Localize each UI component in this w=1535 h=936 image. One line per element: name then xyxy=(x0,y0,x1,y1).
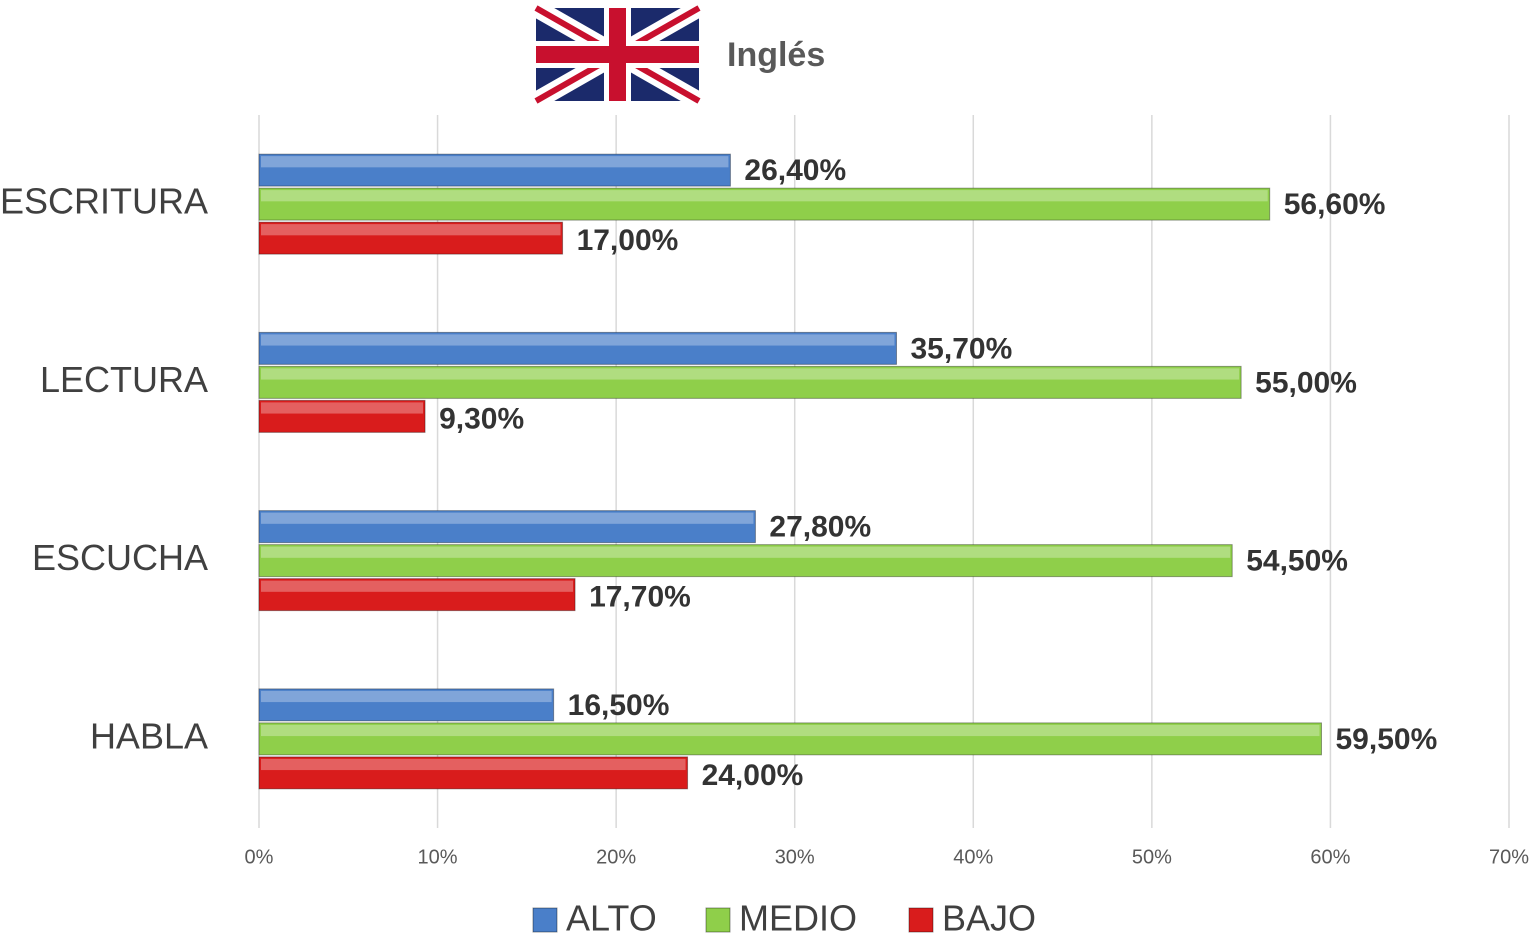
x-tick-label: 30% xyxy=(775,846,815,868)
data-label: 55,00% xyxy=(1255,366,1357,399)
legend-swatch xyxy=(908,907,934,933)
bar xyxy=(258,331,897,365)
bar xyxy=(258,221,564,255)
legend-label: MEDIO xyxy=(739,898,857,936)
bar-highlight xyxy=(261,156,729,168)
y-tick-label: HABLA xyxy=(90,715,208,756)
x-tick-label: 60% xyxy=(1310,846,1350,868)
data-label: 24,00% xyxy=(702,759,804,792)
data-label: 9,30% xyxy=(439,402,524,435)
bar-highlight xyxy=(261,334,895,346)
bar-highlight xyxy=(261,368,1240,380)
bar-highlight xyxy=(261,580,574,592)
y-tick-label: ESCUCHA xyxy=(32,537,208,578)
bar xyxy=(258,756,689,790)
bar-highlight xyxy=(261,190,1268,202)
bar xyxy=(258,153,731,187)
legend-label: ALTO xyxy=(566,898,657,936)
bar-highlight xyxy=(261,690,552,703)
bar xyxy=(258,365,1242,399)
data-label: 35,70% xyxy=(911,332,1013,365)
bar-highlight xyxy=(261,512,754,524)
chart-title: Inglés xyxy=(727,36,825,74)
bar xyxy=(258,510,756,544)
x-tick-label: 40% xyxy=(953,846,993,868)
bar-highlight xyxy=(261,402,424,414)
y-tick-label: ESCRITURA xyxy=(0,181,208,222)
y-tick-label: LECTURA xyxy=(40,359,208,400)
data-label: 17,00% xyxy=(577,224,679,257)
legend-swatch xyxy=(532,907,558,933)
bar xyxy=(258,399,426,433)
bar xyxy=(258,578,576,612)
legend-label: BAJO xyxy=(942,898,1036,936)
data-label: 56,60% xyxy=(1284,188,1386,221)
bar-highlight xyxy=(261,224,561,236)
data-label: 59,50% xyxy=(1336,723,1438,756)
bar-highlight xyxy=(261,546,1231,558)
bar xyxy=(258,187,1271,221)
bar xyxy=(258,544,1233,578)
data-label: 17,70% xyxy=(589,581,691,614)
data-label: 27,80% xyxy=(769,511,871,544)
bar-highlight xyxy=(261,724,1320,737)
bar xyxy=(258,688,555,722)
data-label: 54,50% xyxy=(1246,545,1348,578)
x-tick-label: 70% xyxy=(1489,846,1529,868)
bar xyxy=(258,722,1322,756)
flag xyxy=(531,0,704,109)
x-tick-label: 20% xyxy=(596,846,636,868)
data-label: 26,40% xyxy=(744,154,846,187)
x-tick-label: 0% xyxy=(245,846,274,868)
x-tick-label: 10% xyxy=(418,846,458,868)
x-tick-label: 50% xyxy=(1132,846,1172,868)
legend-swatch xyxy=(705,907,731,933)
data-label: 16,50% xyxy=(568,689,670,722)
bar-highlight xyxy=(261,758,686,771)
